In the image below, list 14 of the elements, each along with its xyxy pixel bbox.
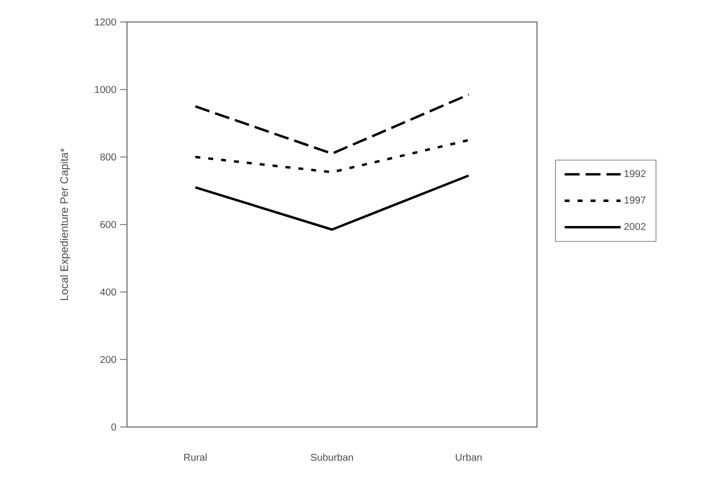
text: 1992 [624,170,646,178]
x-tick-label: Suburban [310,454,353,461]
y-tick-label: 0 [111,423,116,431]
y-axis-title: Local Expedienture Per Capita* [60,148,70,300]
y-tick-label: 1000 [95,86,116,94]
x-tick-label: Rural [184,454,207,461]
y-tick-label: 400 [100,288,116,296]
text: 1997 [624,196,646,204]
y-tick-label: 800 [100,153,116,161]
text: 2002 [624,222,646,230]
y-tick-label: 600 [100,220,116,228]
x-tick-label: Urban [456,454,482,461]
y-tick-label: 200 [100,356,116,364]
y-tick-label: 1200 [95,18,116,26]
